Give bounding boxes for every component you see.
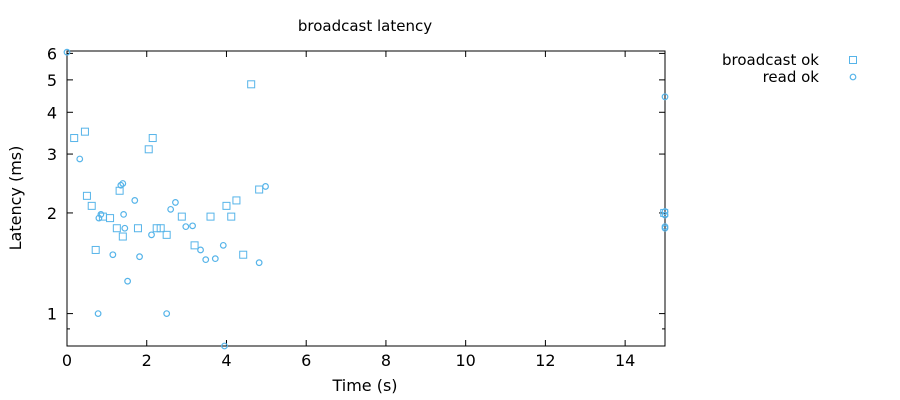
read-ok-point	[119, 180, 127, 187]
chart-title: broadcast latency	[298, 17, 432, 35]
y-tick-label: 3	[47, 145, 57, 164]
broadcast-ok-point	[118, 232, 127, 241]
broadcast-ok-point	[70, 134, 79, 143]
plot-frame	[66, 50, 666, 347]
read-ok-point	[117, 181, 125, 189]
read-ok-point	[661, 224, 669, 232]
read-ok-point	[95, 214, 103, 222]
y-tick-label: 5	[47, 71, 57, 90]
read-ok-point	[172, 199, 179, 206]
read-ok-point	[94, 310, 102, 317]
x-tick-label: 0	[62, 351, 72, 370]
legend-label-broadcast-ok: broadcast ok	[722, 51, 819, 69]
x-tick-label: 4	[221, 351, 231, 370]
read-ok-point	[136, 253, 143, 261]
broadcast-ok-point	[177, 212, 186, 221]
read-ok-point	[76, 155, 84, 163]
x-tick-label: 6	[301, 351, 311, 370]
read-ok-point	[197, 246, 204, 254]
read-ok-point	[109, 251, 117, 259]
read-ok-point	[219, 241, 227, 249]
broadcast-ok-point	[190, 241, 199, 250]
broadcast-ok-point	[239, 250, 248, 259]
broadcast-ok-point	[112, 224, 121, 233]
read-ok-point	[163, 310, 171, 317]
read-ok-point	[221, 342, 228, 350]
read-ok-point	[661, 208, 669, 215]
broadcast-ok-point	[133, 224, 142, 233]
read-ok-point	[97, 210, 105, 218]
read-ok-point	[262, 183, 269, 190]
read-ok-point	[202, 256, 210, 264]
legend: broadcast ok read ok	[722, 51, 857, 86]
read-ok-point	[661, 211, 669, 219]
x-tick-label: 2	[142, 351, 152, 370]
broadcast-ok-point	[255, 185, 264, 194]
broadcast-ok-point	[227, 212, 236, 221]
read-ok-point	[255, 259, 263, 267]
y-tick-label: 4	[47, 103, 57, 122]
x-tick-label: 8	[381, 351, 391, 370]
broadcast-ok-point	[232, 196, 241, 205]
broadcast-ok-point	[80, 127, 89, 136]
read-ok-point	[211, 255, 219, 263]
y-axis-label: Latency (ms)	[6, 146, 25, 251]
legend-label-read-ok: read ok	[763, 68, 820, 86]
read-ok-point	[661, 93, 669, 101]
read-ok-point	[120, 210, 128, 218]
y-axis: 1 2 3 4 5 6	[47, 44, 665, 330]
read-ok-point	[189, 222, 196, 230]
read-ok-point	[167, 205, 175, 213]
x-tick-label: 12	[535, 351, 555, 370]
x-axis: 0 2 4 6 8 10 12 14	[62, 51, 635, 370]
legend-marker-broadcast-ok	[849, 56, 857, 64]
broadcast-ok-point	[247, 80, 256, 89]
broadcast-ok-point	[106, 214, 115, 223]
read-ok-point	[124, 277, 131, 285]
broadcast-ok-point	[206, 212, 215, 221]
broadcast-ok-point	[82, 191, 91, 200]
broadcast-ok-point	[156, 224, 165, 233]
read-ok-point	[121, 224, 129, 232]
y-tick-label: 2	[47, 204, 57, 223]
data-points	[63, 48, 669, 350]
x-tick-label: 14	[615, 351, 635, 370]
x-tick-label: 10	[455, 351, 475, 370]
x-axis-label: Time (s)	[331, 376, 397, 395]
broadcast-ok-point	[144, 145, 153, 154]
read-ok-point	[131, 197, 139, 204]
broadcast-ok-point	[87, 201, 96, 210]
broadcast-ok-point	[148, 134, 157, 143]
read-ok-point	[63, 48, 71, 56]
y-tick-label: 6	[47, 44, 57, 63]
y-tick-label: 1	[47, 305, 57, 324]
broadcast-ok-point	[91, 245, 100, 254]
read-ok-point	[182, 223, 190, 231]
broadcast-ok-point	[162, 230, 171, 239]
broadcast-ok-point	[222, 201, 231, 210]
read-ok-point	[148, 231, 155, 239]
legend-marker-read-ok	[849, 73, 857, 81]
